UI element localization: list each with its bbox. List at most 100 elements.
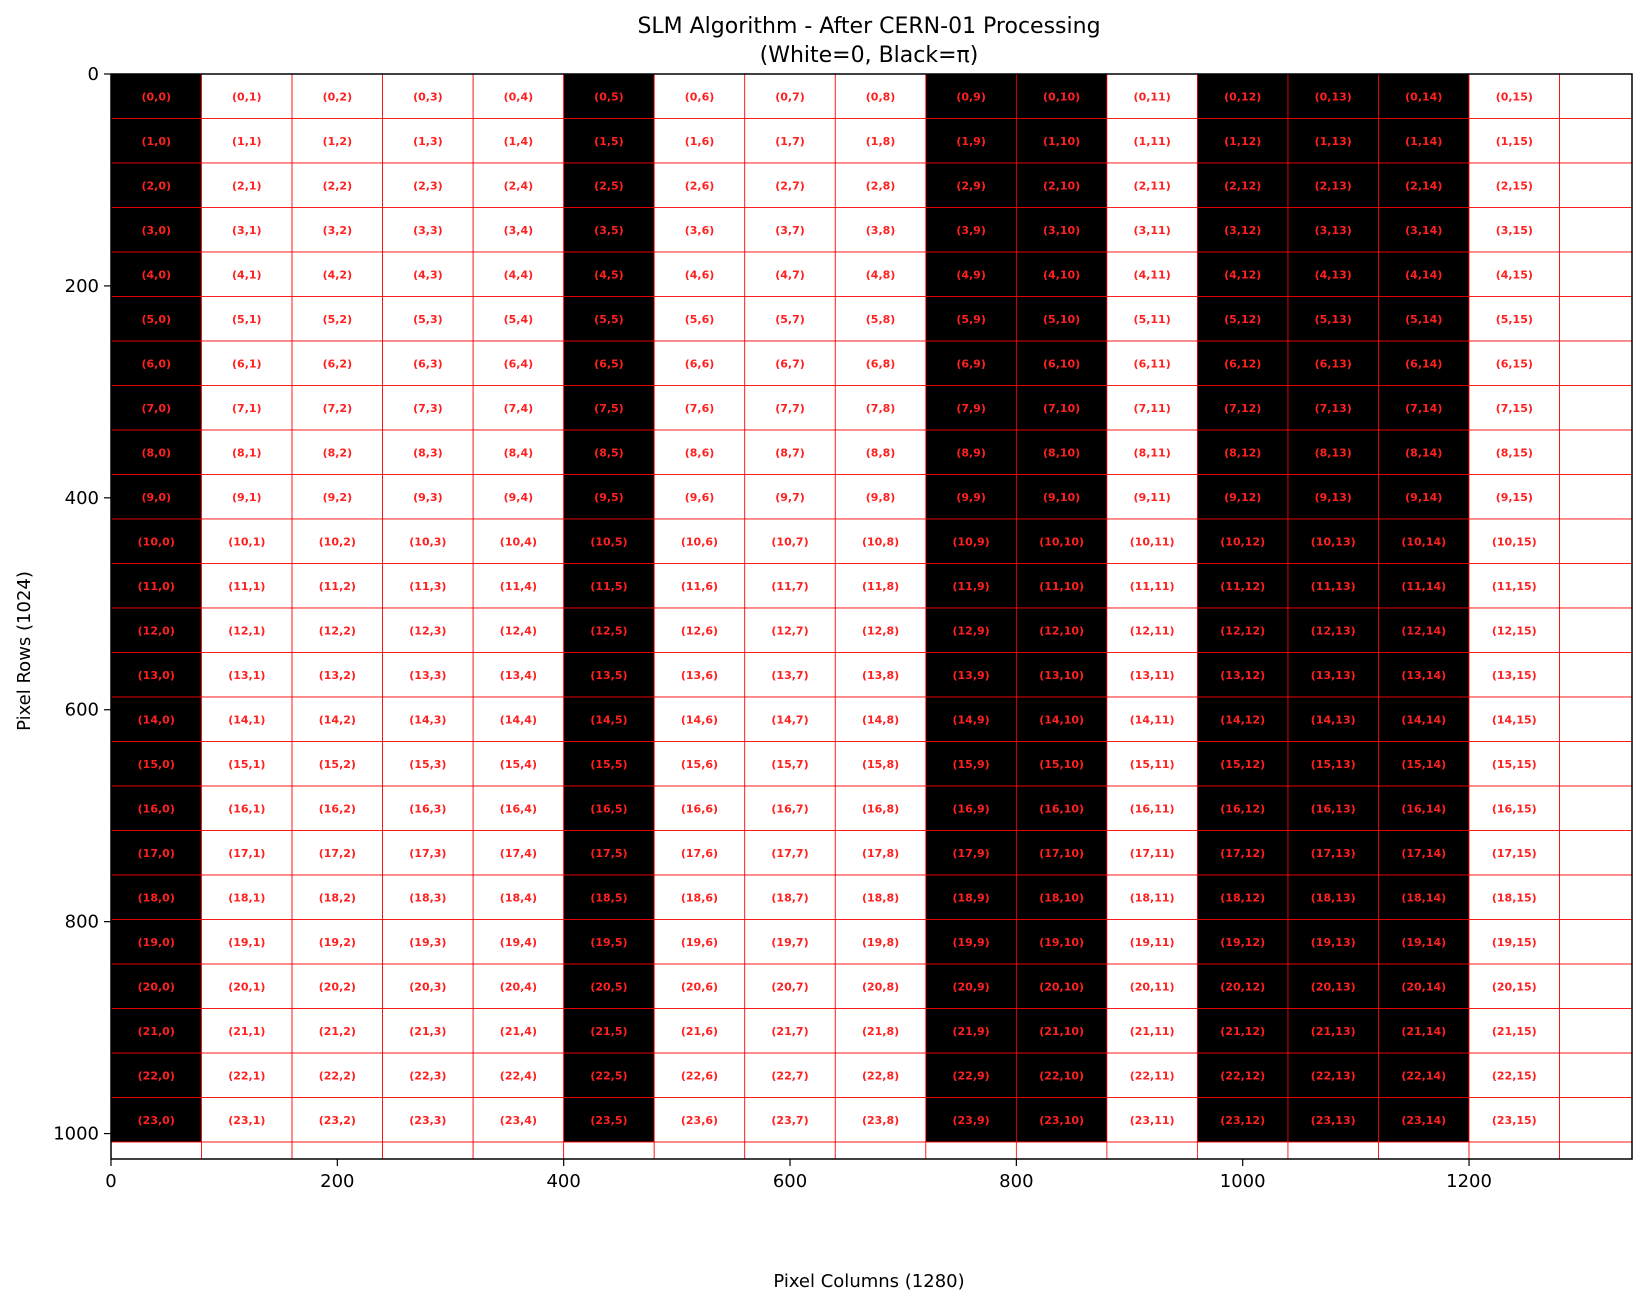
cell-label: (8,13) [1315, 446, 1352, 459]
cell-label: (2,6) [685, 179, 715, 192]
cell-label: (15,1) [228, 758, 265, 771]
cell-label: (1,8) [866, 135, 896, 148]
grid-cell [1468, 1052, 1560, 1098]
cell-label: (10,5) [590, 535, 627, 548]
cell-label: (5,13) [1315, 313, 1352, 326]
grid-cell [834, 1097, 927, 1143]
grid-cell [291, 652, 384, 698]
grid-cell [834, 296, 927, 342]
cell-label: (9,10) [1043, 491, 1080, 504]
grid-cell [925, 429, 1017, 475]
grid-cell [653, 474, 746, 520]
cell-label: (11,14) [1401, 580, 1446, 593]
cell-label: (11,0) [138, 580, 175, 593]
cell-label: (19,13) [1311, 936, 1356, 949]
grid-cell [201, 563, 293, 609]
cell-label: (0,15) [1496, 90, 1533, 103]
grid-cell [472, 162, 565, 208]
cell-label: (4,15) [1496, 268, 1533, 281]
cell-label: (15,3) [409, 758, 446, 771]
grid-cell [472, 207, 565, 253]
cell-label: (23,3) [409, 1114, 446, 1127]
cell-label: (14,9) [952, 713, 989, 726]
cell-label: (18,4) [500, 891, 537, 904]
cell-label: (20,12) [1220, 980, 1265, 993]
cell-label: (18,3) [409, 891, 446, 904]
cell-label: (12,8) [862, 624, 899, 637]
cell-label: (14,6) [681, 713, 718, 726]
cell-label: (22,4) [500, 1069, 537, 1082]
grid-cell [291, 1052, 384, 1098]
y-axis: 0 200 400 600 800 1000 [53, 64, 111, 1145]
cell-label: (1,3) [413, 135, 443, 148]
grid-cell [1468, 207, 1560, 253]
cell-label: (8,10) [1043, 446, 1080, 459]
cell-label: (7,6) [685, 402, 715, 415]
grid-cell [1106, 607, 1198, 653]
grid-cell [291, 830, 384, 876]
cell-label: (13,7) [771, 669, 808, 682]
grid-cell [653, 563, 746, 609]
grid-cell [1015, 340, 1108, 386]
cell-label: (7,10) [1043, 402, 1080, 415]
cell-label: (6,14) [1405, 357, 1442, 370]
grid-cell [653, 874, 746, 920]
grid-cell [382, 518, 474, 564]
cell-label: (22,11) [1130, 1069, 1175, 1082]
cell-label: (16,11) [1130, 802, 1175, 815]
grid-cell [653, 296, 746, 342]
grid-cell [110, 741, 202, 787]
cell-label: (8,1) [232, 446, 262, 459]
cell-label: (6,6) [685, 357, 715, 370]
grid-cell [1559, 563, 1633, 609]
grid-cell [1559, 251, 1633, 297]
x-tick-label: 400 [546, 1171, 580, 1192]
cell-label: (12,11) [1130, 624, 1175, 637]
cell-label: (3,13) [1315, 224, 1352, 237]
grid-cell [110, 963, 202, 1009]
grid-cell [1559, 607, 1633, 653]
grid-cell [1468, 518, 1560, 564]
cell-label: (11,10) [1039, 580, 1084, 593]
cell-label: (9,15) [1496, 491, 1533, 504]
grid-cell [472, 874, 565, 920]
cell-label: (15,15) [1492, 758, 1537, 771]
grid-cell [110, 73, 202, 119]
cell-label: (17,11) [1130, 847, 1175, 860]
grid-cell [472, 1097, 565, 1143]
cell-label: (15,6) [681, 758, 718, 771]
grid-cell [834, 785, 927, 831]
cell-label: (10,15) [1492, 535, 1537, 548]
cell-label: (9,8) [866, 491, 896, 504]
cell-label: (8,0) [141, 446, 171, 459]
cell-label: (0,2) [323, 90, 353, 103]
grid-cell [110, 340, 202, 386]
grid-cell [834, 1052, 927, 1098]
grid-cell [291, 1097, 384, 1143]
cell-label: (11,4) [500, 580, 537, 593]
grid-cell [925, 1141, 1017, 1160]
grid-cell [925, 652, 1017, 698]
grid-cell [653, 207, 746, 253]
grid-cell [1287, 1052, 1379, 1098]
cell-label: (18,6) [681, 891, 718, 904]
grid-cell [834, 963, 927, 1009]
cell-label: (21,12) [1220, 1025, 1265, 1038]
grid-cell [1197, 118, 1289, 164]
grid-cell [110, 1097, 202, 1143]
cell-label: (10,0) [138, 535, 175, 548]
cell-label: (18,5) [590, 891, 627, 904]
grid-cell [291, 73, 384, 119]
cell-label: (23,10) [1039, 1114, 1084, 1127]
cell-label: (11,1) [228, 580, 265, 593]
cell-label: (16,1) [228, 802, 265, 815]
x-axis-label: Pixel Columns (1280) [773, 1271, 964, 1292]
cell-label: (17,8) [862, 847, 899, 860]
grid-cell [291, 1008, 384, 1054]
cell-label: (12,7) [771, 624, 808, 637]
cell-label: (14,2) [319, 713, 356, 726]
cell-label: (13,11) [1130, 669, 1175, 682]
cell-label: (5,4) [504, 313, 534, 326]
grid-cell [1197, 1097, 1289, 1143]
cell-label: (19,0) [138, 936, 175, 949]
